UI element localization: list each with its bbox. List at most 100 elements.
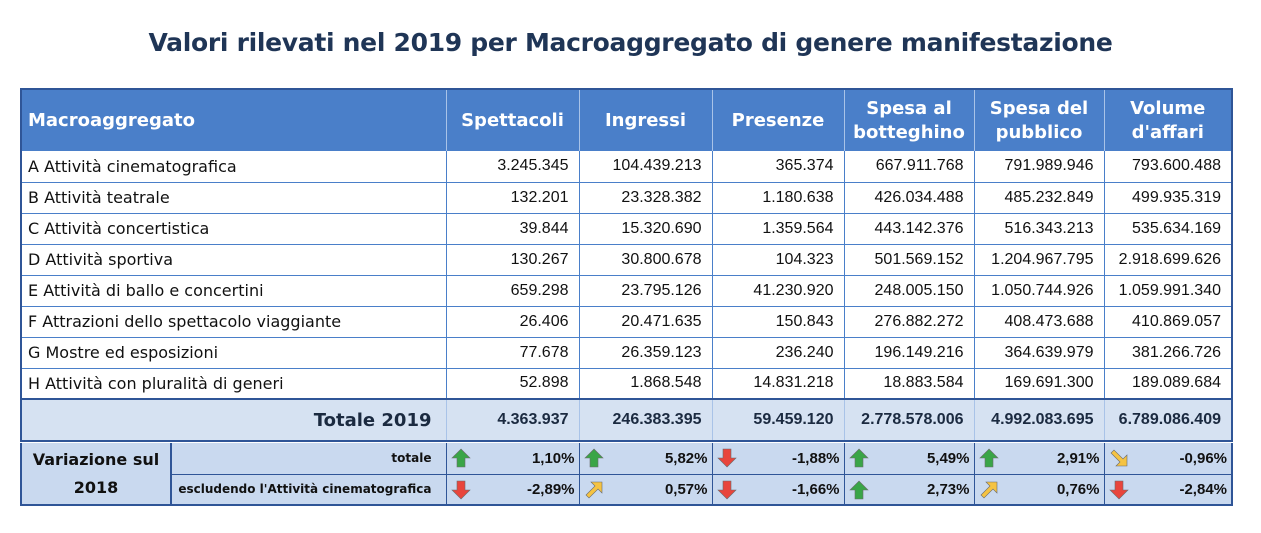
- variation-cell: 0,57%: [579, 474, 713, 506]
- variation-value: 0,76%: [1056, 480, 1100, 498]
- header-row: Macroaggregato Spettacoli Ingressi Prese…: [21, 89, 1233, 151]
- variation-label-line: 2018: [73, 477, 119, 497]
- table-row: A Attività cinematografica 3.245.345 104.4…: [21, 151, 1233, 183]
- macroaggregate-table: Macroaggregato Spettacoli Ingressi Prese…: [20, 88, 1233, 442]
- table-row: H Attività con pluralità di generi 52.898…: [21, 368, 1233, 400]
- table-row: B Attività teatrale 132.201 23.328.382 1.18…: [21, 182, 1233, 214]
- arrow-diag-up-icon: [585, 481, 602, 498]
- col-header-spesa-pubblico: Spesa del pubblico: [974, 89, 1105, 151]
- total-cell: 2.778.578.006: [844, 398, 975, 442]
- variation-row: escludendo l'Attività cinematografica -2,…: [21, 474, 1233, 506]
- table-cell: 1.050.744.926: [974, 275, 1105, 307]
- variation-cell: 1,10%: [446, 443, 580, 475]
- table-cell: 52.898: [446, 368, 580, 400]
- header-line: botteghino: [853, 121, 965, 143]
- variation-cell: 2,73%: [844, 474, 975, 506]
- variation-value: 0,57%: [664, 480, 708, 498]
- row-label: E Attività di ballo e concertini: [21, 275, 447, 307]
- table-cell: 365.374: [712, 151, 845, 183]
- table-cell: 104.439.213: [579, 151, 713, 183]
- table-row: C Attività concertistica 39.844 15.320.690…: [21, 213, 1233, 245]
- table-cell: 169.691.300: [974, 368, 1105, 400]
- table-cell: 130.267: [446, 244, 580, 276]
- variation-cell: -1,88%: [712, 443, 845, 475]
- table-cell: 667.911.768: [844, 151, 975, 183]
- variation-value: 1,10%: [531, 449, 575, 467]
- col-header-spettacoli: Spettacoli: [446, 89, 580, 151]
- table-cell: 26.406: [446, 306, 580, 338]
- arrow-down-icon: [1108, 480, 1129, 499]
- table-cell: 236.240: [712, 337, 845, 369]
- table-cell: 1.059.991.340: [1104, 275, 1233, 307]
- table-cell: 150.843: [712, 306, 845, 338]
- table-cell: 1.180.638: [712, 182, 845, 214]
- total-cell: 246.383.395: [579, 398, 713, 442]
- table-cell: 364.639.979: [974, 337, 1105, 369]
- row-label: G Mostre ed esposizioni: [21, 337, 447, 369]
- table-cell: 15.320.690: [579, 213, 713, 245]
- col-header-macroaggregato: Macroaggregato: [21, 89, 447, 151]
- col-header-spesa-botteghino: Spesa al botteghino: [844, 89, 975, 151]
- table-cell: 39.844: [446, 213, 580, 245]
- page-title: Valori rilevati nel 2019 per Macroaggreg…: [148, 28, 1113, 57]
- variation-sublabel: totale: [171, 443, 447, 475]
- variation-value: 5,49%: [926, 449, 970, 467]
- table-cell: 132.201: [446, 182, 580, 214]
- variation-cell: 0,76%: [974, 474, 1105, 506]
- table-cell: 443.142.376: [844, 213, 975, 245]
- variation-value: -1,88%: [791, 449, 840, 467]
- variation-value: -2,84%: [1179, 480, 1227, 498]
- arrow-diag-down-icon: [1110, 449, 1127, 467]
- arrow-down-icon: [450, 480, 471, 499]
- table-cell: 26.359.123: [579, 337, 713, 369]
- variation-row: Variazione sul 2018 totale 1,10% 5,82% -1,8…: [21, 443, 1233, 506]
- table-cell: 41.230.920: [712, 275, 845, 307]
- variation-cell: 5,82%: [579, 443, 713, 475]
- table-cell: 20.471.635: [579, 306, 713, 338]
- table-cell: 77.678: [446, 337, 580, 369]
- variation-sublabel: escludendo l'Attività cinematografica: [171, 474, 447, 506]
- table-cell: 23.795.126: [579, 275, 713, 307]
- table-cell: 23.328.382: [579, 182, 713, 214]
- variation-value: -0,96%: [1179, 449, 1227, 467]
- table-cell: 501.569.152: [844, 244, 975, 276]
- total-row: Totale 2019 4.363.937 246.383.395 59.459…: [21, 398, 1233, 442]
- table-cell: 196.149.216: [844, 337, 975, 369]
- table-cell: 535.634.169: [1104, 213, 1233, 245]
- table-row: D Attività sportiva 130.267 30.800.678 104.…: [21, 244, 1233, 276]
- table-cell: 426.034.488: [844, 182, 975, 214]
- header-line: Volume: [1130, 97, 1206, 119]
- table-cell: 499.935.319: [1104, 182, 1233, 214]
- table-cell: 189.089.684: [1104, 368, 1233, 400]
- arrow-down-icon: [716, 448, 737, 468]
- arrow-up-icon: [848, 448, 869, 468]
- table-cell: 485.232.849: [974, 182, 1105, 214]
- arrow-diag-up-icon: [980, 481, 997, 498]
- variation-cell: -2,89%: [446, 474, 580, 506]
- row-label: D Attività sportiva: [21, 244, 447, 276]
- variation-cell: -0,96%: [1104, 443, 1233, 475]
- table-cell: 659.298: [446, 275, 580, 307]
- variation-label: Variazione sul 2018: [21, 443, 172, 506]
- arrow-up-icon: [978, 448, 999, 468]
- variation-value: 2,91%: [1056, 449, 1100, 467]
- col-header-volume-affari: Volume d'affari: [1104, 89, 1233, 151]
- total-cell: 4.363.937: [446, 398, 580, 442]
- row-label: H Attività con pluralità di generi: [21, 368, 447, 400]
- table-cell: 793.600.488: [1104, 151, 1233, 183]
- header-line: d'affari: [1131, 121, 1204, 143]
- total-label: Totale 2019: [21, 398, 447, 442]
- col-header-presenze: Presenze: [712, 89, 845, 151]
- arrow-up-icon: [450, 448, 471, 468]
- table-cell: 14.831.218: [712, 368, 845, 400]
- variation-value: 5,82%: [664, 449, 708, 467]
- table-cell: 1.868.548: [579, 368, 713, 400]
- header-line: Spesa al: [866, 97, 952, 119]
- table-cell: 408.473.688: [974, 306, 1105, 338]
- arrow-up-icon: [848, 480, 869, 499]
- header-line: pubblico: [995, 121, 1083, 143]
- table-cell: 2.918.699.626: [1104, 244, 1233, 276]
- header-line: Spesa del: [989, 97, 1089, 119]
- row-label: A Attività cinematografica: [21, 151, 447, 183]
- row-label: F Attrazioni dello spettacolo viaggiante: [21, 306, 447, 338]
